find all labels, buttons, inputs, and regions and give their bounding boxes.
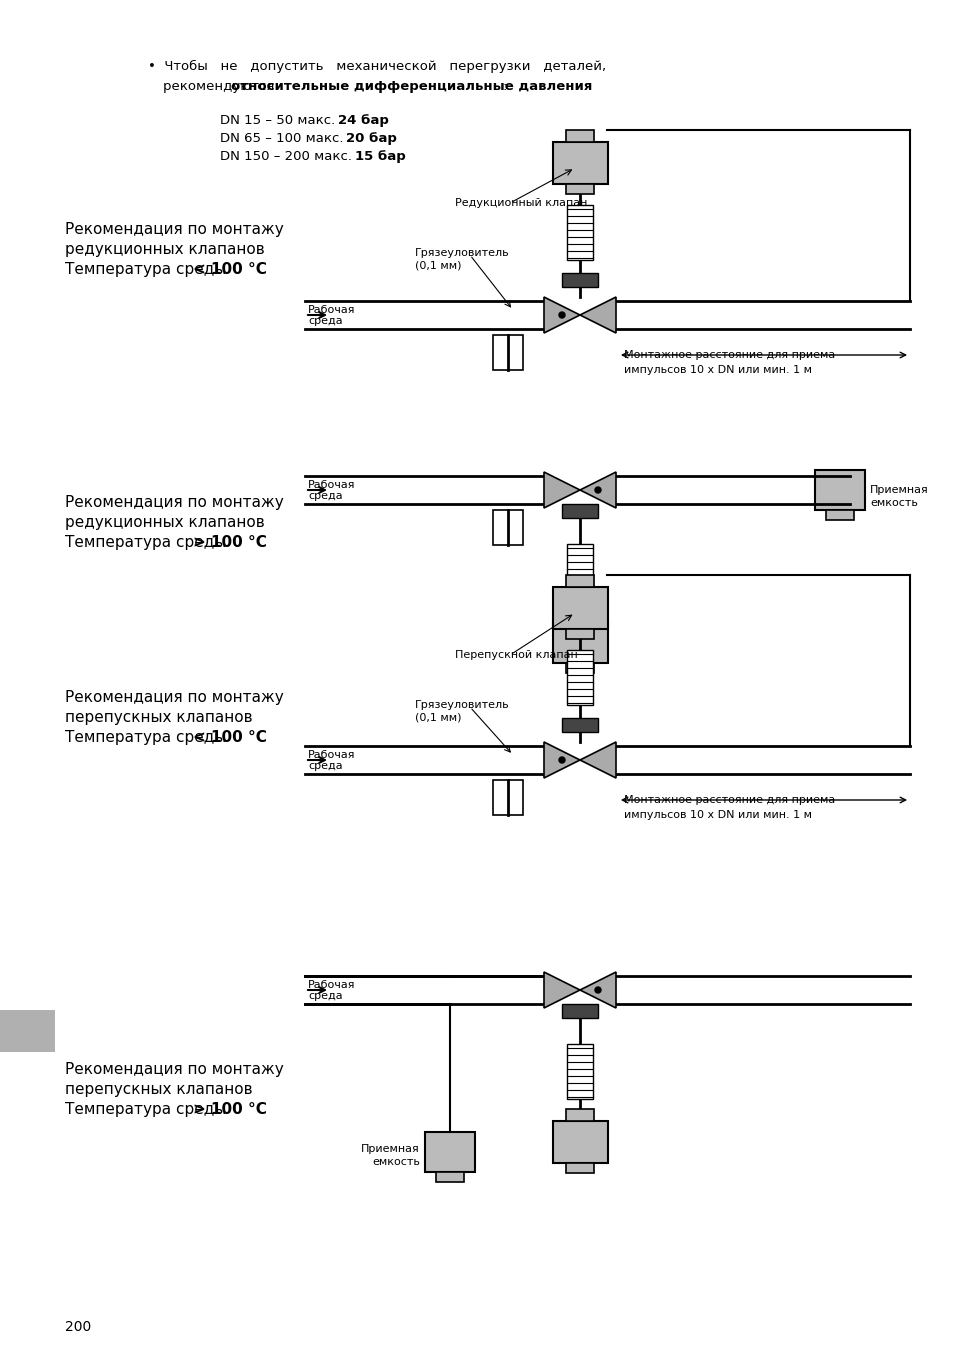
Polygon shape bbox=[579, 473, 616, 508]
Bar bbox=[0, 1010, 55, 1052]
Bar bbox=[424, 1132, 475, 1173]
Text: относительные дифференциальные давления: относительные дифференциальные давления bbox=[231, 80, 592, 93]
Text: Грязеуловитель: Грязеуловитель bbox=[415, 248, 509, 259]
Text: 20 бар: 20 бар bbox=[346, 131, 396, 145]
Bar bbox=[565, 663, 594, 673]
Text: Рекомендация по монтажу: Рекомендация по монтажу bbox=[65, 222, 283, 237]
Text: (0,1 мм): (0,1 мм) bbox=[415, 260, 461, 269]
Bar bbox=[566, 204, 593, 260]
Text: Перепускной клапан: Перепускной клапан bbox=[455, 650, 578, 659]
Circle shape bbox=[558, 757, 564, 764]
Bar bbox=[553, 142, 607, 184]
Text: редукционных клапанов: редукционных клапанов bbox=[65, 242, 265, 257]
Text: импульсов 10 x DN или мин. 1 м: импульсов 10 x DN или мин. 1 м bbox=[623, 366, 811, 375]
Text: DN 150 – 200 макс.: DN 150 – 200 макс. bbox=[220, 150, 355, 162]
Text: DN 65 – 100 макс.: DN 65 – 100 макс. bbox=[220, 131, 348, 145]
Text: Рабочая: Рабочая bbox=[308, 305, 355, 315]
Polygon shape bbox=[543, 297, 579, 333]
Text: емкость: емкость bbox=[869, 498, 917, 508]
Text: перепускных клапанов: перепускных клапанов bbox=[65, 709, 253, 724]
Text: среда: среда bbox=[308, 492, 342, 501]
Bar bbox=[436, 1173, 463, 1182]
Text: 24 бар: 24 бар bbox=[337, 114, 389, 127]
Text: < 100 °C: < 100 °C bbox=[193, 263, 267, 278]
Bar bbox=[561, 274, 598, 287]
Text: Монтажное расстояние для приема: Монтажное расстояние для приема bbox=[623, 795, 835, 806]
Polygon shape bbox=[543, 473, 579, 508]
Bar bbox=[561, 718, 598, 733]
Bar bbox=[565, 609, 594, 621]
Text: Температура среды: Температура среды bbox=[65, 730, 231, 745]
Text: перепускных клапанов: перепускных клапанов bbox=[65, 1082, 253, 1097]
Text: среда: среда bbox=[308, 315, 342, 326]
Text: Рекомендация по монтажу: Рекомендация по монтажу bbox=[65, 691, 283, 705]
Text: редукционных клапанов: редукционных клапанов bbox=[65, 515, 265, 529]
Bar bbox=[566, 650, 593, 705]
Bar bbox=[493, 510, 522, 546]
Circle shape bbox=[595, 987, 600, 992]
Text: Рекомендация по монтажу: Рекомендация по монтажу bbox=[65, 496, 283, 510]
Bar bbox=[565, 184, 594, 194]
Bar bbox=[553, 588, 607, 630]
Bar bbox=[561, 504, 598, 519]
Text: емкость: емкость bbox=[372, 1158, 419, 1167]
Circle shape bbox=[595, 487, 600, 493]
Text: Температура среды: Температура среды bbox=[65, 263, 231, 278]
Text: Рабочая: Рабочая bbox=[308, 980, 355, 990]
Polygon shape bbox=[579, 742, 616, 779]
Bar bbox=[565, 630, 594, 639]
Bar bbox=[565, 1109, 594, 1121]
Polygon shape bbox=[579, 972, 616, 1007]
Bar bbox=[566, 1044, 593, 1099]
Text: Редукционный клапан: Редукционный клапан bbox=[455, 198, 587, 209]
Text: среда: среда bbox=[308, 761, 342, 770]
Text: Приемная: Приемная bbox=[869, 485, 928, 496]
Text: Рабочая: Рабочая bbox=[308, 750, 355, 760]
Bar bbox=[553, 621, 607, 663]
Text: :: : bbox=[502, 80, 507, 93]
Text: (0,1 мм): (0,1 мм) bbox=[415, 712, 461, 722]
Text: рекомендуются: рекомендуются bbox=[163, 80, 278, 93]
Bar bbox=[565, 575, 594, 588]
Text: Температура среды: Температура среды bbox=[65, 535, 231, 550]
Text: •  Чтобы   не   допустить   механической   перегрузки   деталей,: • Чтобы не допустить механической перегр… bbox=[148, 60, 605, 73]
Text: Монтажное расстояние для приема: Монтажное расстояние для приема bbox=[623, 349, 835, 360]
Bar bbox=[565, 130, 594, 142]
Text: RU: RU bbox=[12, 1036, 41, 1053]
Text: Температура среды: Температура среды bbox=[65, 1102, 231, 1117]
Bar bbox=[814, 470, 864, 510]
Text: 200: 200 bbox=[65, 1320, 91, 1334]
Polygon shape bbox=[543, 742, 579, 779]
Bar bbox=[561, 1005, 598, 1018]
Text: Грязеуловитель: Грязеуловитель bbox=[415, 700, 509, 709]
Bar bbox=[565, 1163, 594, 1173]
Polygon shape bbox=[543, 972, 579, 1007]
Bar bbox=[493, 334, 522, 370]
Bar bbox=[825, 510, 853, 520]
Text: 15 бар: 15 бар bbox=[355, 150, 405, 162]
Text: > 100 °C: > 100 °C bbox=[193, 535, 267, 550]
Text: < 100 °C: < 100 °C bbox=[193, 730, 267, 745]
Bar bbox=[553, 1121, 607, 1163]
Text: Приемная: Приемная bbox=[361, 1144, 419, 1154]
Text: импульсов 10 x DN или мин. 1 м: импульсов 10 x DN или мин. 1 м bbox=[623, 810, 811, 821]
Polygon shape bbox=[579, 297, 616, 333]
Text: > 100 °C: > 100 °C bbox=[193, 1102, 267, 1117]
Text: DN 15 – 50 макс.: DN 15 – 50 макс. bbox=[220, 114, 339, 127]
Bar bbox=[566, 544, 593, 598]
Text: Рекомендация по монтажу: Рекомендация по монтажу bbox=[65, 1062, 283, 1076]
Text: Рабочая: Рабочая bbox=[308, 481, 355, 490]
Circle shape bbox=[558, 311, 564, 318]
Bar bbox=[493, 780, 522, 815]
Text: среда: среда bbox=[308, 991, 342, 1001]
